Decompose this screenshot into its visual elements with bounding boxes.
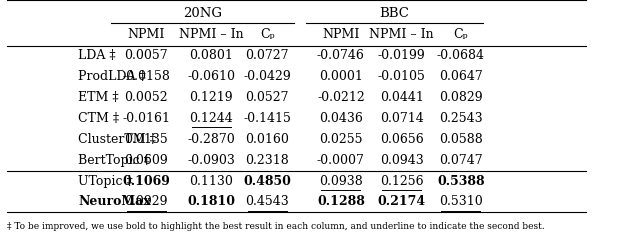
Text: 0.0801: 0.0801 bbox=[189, 49, 233, 62]
Text: -0.0199: -0.0199 bbox=[378, 49, 426, 62]
Text: 0.0001: 0.0001 bbox=[319, 70, 363, 83]
Text: -0.0212: -0.0212 bbox=[317, 91, 365, 104]
Text: -0.0161: -0.0161 bbox=[122, 112, 170, 125]
Text: 0.0436: 0.0436 bbox=[319, 112, 363, 125]
Text: -0.0158: -0.0158 bbox=[122, 70, 170, 83]
Text: NeuroMax: NeuroMax bbox=[78, 195, 151, 208]
Text: Cₚ: Cₚ bbox=[454, 28, 468, 41]
Text: Cₚ: Cₚ bbox=[260, 28, 275, 41]
Text: 0.0057: 0.0057 bbox=[124, 49, 168, 62]
Text: -0.0610: -0.0610 bbox=[187, 70, 235, 83]
Text: 0.0714: 0.0714 bbox=[380, 112, 424, 125]
Text: 0.1810: 0.1810 bbox=[187, 195, 235, 208]
Text: CTM ‡: CTM ‡ bbox=[78, 112, 119, 125]
Text: 0.0441: 0.0441 bbox=[380, 91, 424, 104]
Text: 0.0747: 0.0747 bbox=[439, 154, 483, 167]
Text: 0.1288: 0.1288 bbox=[317, 195, 365, 208]
Text: 0.1219: 0.1219 bbox=[189, 91, 233, 104]
Text: 0.0588: 0.0588 bbox=[439, 133, 483, 146]
Text: 0.0929: 0.0929 bbox=[124, 195, 168, 208]
Text: 0.4850: 0.4850 bbox=[243, 174, 291, 187]
Text: 0.0829: 0.0829 bbox=[439, 91, 483, 104]
Text: 0.0160: 0.0160 bbox=[245, 133, 289, 146]
Text: ProdLDA ‡: ProdLDA ‡ bbox=[78, 70, 146, 83]
Text: BBC: BBC bbox=[379, 7, 409, 20]
Text: BertTopic ‡: BertTopic ‡ bbox=[78, 154, 150, 167]
Text: -0.0746: -0.0746 bbox=[317, 49, 365, 62]
Text: 0.0255: 0.0255 bbox=[319, 133, 363, 146]
Text: 20NG: 20NG bbox=[182, 7, 221, 20]
Text: 0.0943: 0.0943 bbox=[380, 154, 424, 167]
Text: ETM ‡: ETM ‡ bbox=[78, 91, 119, 104]
Text: -0.0684: -0.0684 bbox=[437, 49, 485, 62]
Text: -0.0429: -0.0429 bbox=[243, 70, 291, 83]
Text: NPMI: NPMI bbox=[323, 28, 360, 41]
Text: 0.0609: 0.0609 bbox=[124, 154, 168, 167]
Text: 0.5388: 0.5388 bbox=[437, 174, 484, 187]
Text: NPMI – In: NPMI – In bbox=[369, 28, 434, 41]
Text: -0.0007: -0.0007 bbox=[317, 154, 365, 167]
Text: -0.0903: -0.0903 bbox=[187, 154, 235, 167]
Text: 0.0938: 0.0938 bbox=[319, 174, 363, 187]
Text: 0.0727: 0.0727 bbox=[245, 49, 289, 62]
Text: 0.1244: 0.1244 bbox=[189, 112, 233, 125]
Text: 0.1069: 0.1069 bbox=[122, 174, 170, 187]
Text: 0.4543: 0.4543 bbox=[245, 195, 289, 208]
Text: 0.2543: 0.2543 bbox=[439, 112, 483, 125]
Text: 0.1130: 0.1130 bbox=[189, 174, 233, 187]
Text: 0.5310: 0.5310 bbox=[439, 195, 483, 208]
Text: 0.0647: 0.0647 bbox=[439, 70, 483, 83]
Text: -0.2870: -0.2870 bbox=[187, 133, 235, 146]
Text: 0.0527: 0.0527 bbox=[245, 91, 289, 104]
Text: UTopic ‡: UTopic ‡ bbox=[78, 174, 133, 187]
Text: 0.2174: 0.2174 bbox=[378, 195, 426, 208]
Text: 0.1256: 0.1256 bbox=[380, 174, 424, 187]
Text: 0.0135: 0.0135 bbox=[124, 133, 168, 146]
Text: LDA ‡: LDA ‡ bbox=[78, 49, 116, 62]
Text: 0.0656: 0.0656 bbox=[380, 133, 424, 146]
Text: 0.0052: 0.0052 bbox=[124, 91, 168, 104]
Text: NPMI: NPMI bbox=[127, 28, 164, 41]
Text: -0.0105: -0.0105 bbox=[378, 70, 426, 83]
Text: ClusterTM ‡: ClusterTM ‡ bbox=[78, 133, 156, 146]
Text: 0.2318: 0.2318 bbox=[245, 154, 289, 167]
Text: -0.1415: -0.1415 bbox=[243, 112, 291, 125]
Text: ‡ To be improved, we use bold to highlight the best result in each column, and u: ‡ To be improved, we use bold to highlig… bbox=[7, 222, 545, 231]
Text: NPMI – In: NPMI – In bbox=[179, 28, 243, 41]
